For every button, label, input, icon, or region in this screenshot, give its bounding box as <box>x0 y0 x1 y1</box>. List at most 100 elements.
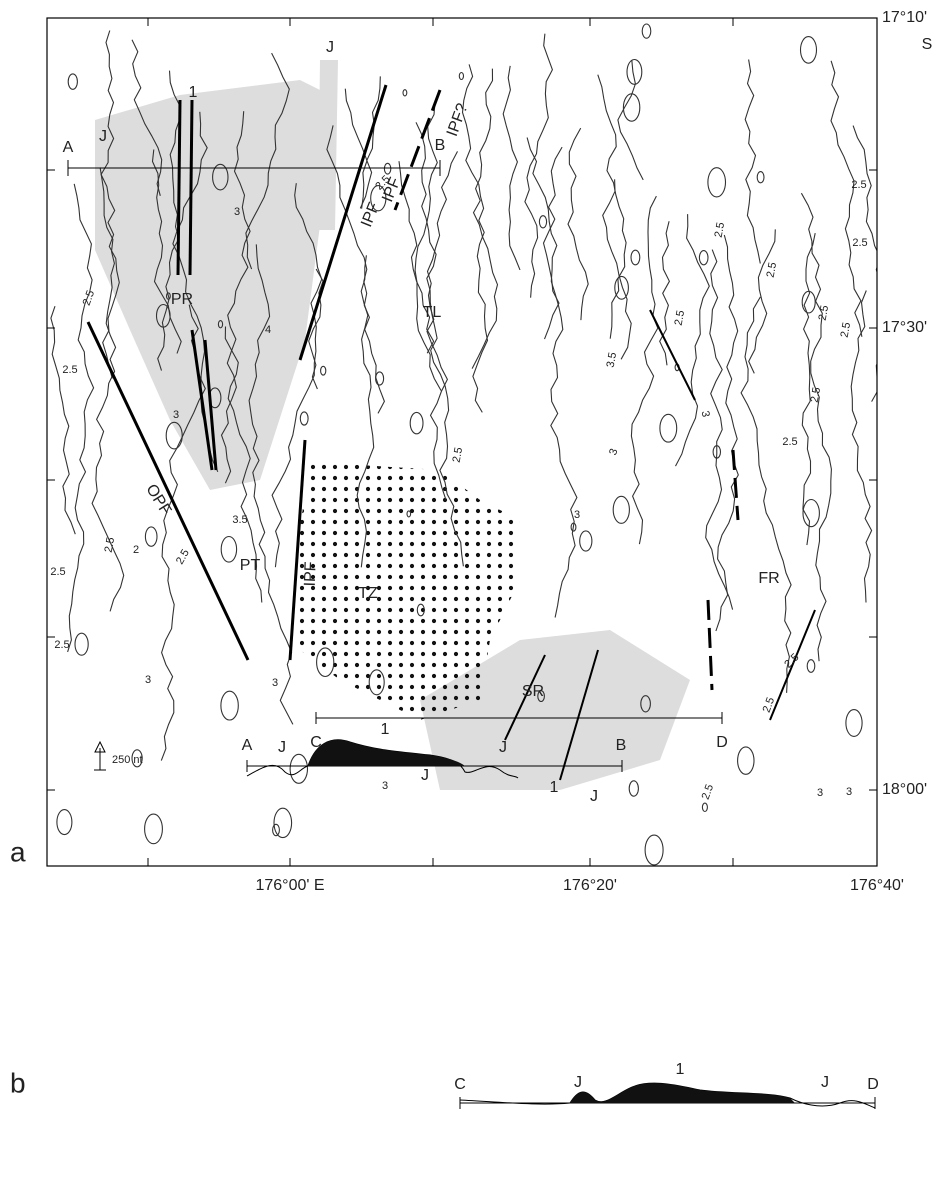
profile-label: J <box>499 739 507 756</box>
contour <box>220 690 239 721</box>
profile-ab <box>94 739 623 779</box>
map-label: PT <box>240 557 261 574</box>
contour <box>160 304 206 761</box>
contour <box>289 753 309 784</box>
contour <box>756 171 765 184</box>
panel-label: b <box>10 1067 26 1098</box>
scale-label: 250 nt <box>112 754 143 766</box>
longitude-label: 176°00' E <box>255 877 324 894</box>
profile-endpoint: C <box>310 734 322 751</box>
contour <box>273 807 293 839</box>
contour <box>172 111 219 473</box>
contour <box>701 802 708 813</box>
contour-label: 2.5 <box>81 289 98 307</box>
contour <box>50 306 76 535</box>
profile-endpoint: D <box>716 734 728 751</box>
contour <box>707 167 727 198</box>
profile-label: J <box>821 1074 829 1091</box>
contour-label: 3 <box>173 409 179 421</box>
contour <box>579 530 593 552</box>
map-label: J <box>326 39 334 56</box>
profile-label: B <box>616 737 627 754</box>
contour <box>622 93 641 122</box>
contour-label: 2.5 <box>782 436 797 448</box>
contour-label: 2.5 <box>765 261 779 278</box>
contour-label: 3.5 <box>232 514 247 526</box>
contour-label: 2.5 <box>713 221 727 238</box>
faults <box>86 84 816 781</box>
frame-ticks <box>47 18 877 866</box>
contour <box>850 290 873 603</box>
labels: a b 17°10' 17°30' 18°00' S 176°00' E 176°20' 176… <box>10 9 932 1098</box>
contour <box>415 122 464 567</box>
contour <box>712 445 722 459</box>
contour <box>641 23 652 39</box>
contour-label: 2.5 <box>50 566 65 578</box>
contour-label: 3 <box>272 677 278 689</box>
contour <box>705 249 734 610</box>
contour <box>640 695 651 713</box>
contour <box>248 244 294 725</box>
contour-label: 2.5 <box>839 321 853 338</box>
contour <box>644 834 664 866</box>
contour-label: 2.5 <box>103 536 117 553</box>
contour <box>165 421 183 450</box>
profile-label: 1 <box>381 721 390 738</box>
contour <box>806 659 816 673</box>
contour <box>320 365 327 376</box>
contour-label: 3 <box>846 786 852 798</box>
contour-label: 4 <box>265 324 271 336</box>
contour <box>830 60 863 337</box>
contour <box>144 813 163 845</box>
contour <box>698 250 709 266</box>
contour <box>220 111 251 484</box>
longitude-label: 176°40' <box>850 877 904 894</box>
contour-label: 2.5 <box>451 446 465 463</box>
contour <box>461 64 489 413</box>
contour <box>359 76 381 209</box>
contour <box>628 780 639 797</box>
contour-label: 3.5 <box>605 351 619 368</box>
map-label: J <box>421 767 429 784</box>
contour <box>852 125 877 402</box>
contour <box>799 36 818 64</box>
latitude-label: 18°00' <box>882 781 927 798</box>
contour <box>356 255 375 568</box>
contour-label: 2.5 <box>174 547 192 566</box>
contour <box>744 59 761 264</box>
map-label: TZ <box>358 585 378 602</box>
contour <box>272 823 280 837</box>
contour <box>151 149 182 354</box>
contour <box>245 52 290 270</box>
contour-label: 3 <box>234 206 240 218</box>
contour <box>402 89 408 97</box>
contour <box>617 59 644 181</box>
map-label: IPF? <box>444 101 472 139</box>
shaded-ridge <box>420 630 690 790</box>
contour <box>144 526 158 547</box>
contour <box>675 214 710 467</box>
contour <box>375 371 385 386</box>
contour-label: 3 <box>574 509 580 521</box>
shaded-ridge <box>95 80 322 490</box>
profile-label: J <box>574 1074 582 1091</box>
contour <box>91 167 125 612</box>
contour <box>67 73 78 90</box>
contour-label: 3 <box>145 674 151 686</box>
contour-label: 2.5 <box>809 386 823 403</box>
profile-endpoint: A <box>63 139 74 156</box>
contour <box>383 162 392 175</box>
map-label: J <box>590 788 598 805</box>
contour <box>165 292 171 300</box>
contour-label: 2.5 <box>851 179 866 191</box>
dotted-zone <box>298 462 520 720</box>
contour <box>740 296 792 693</box>
contour-label: 2 <box>133 544 139 556</box>
contour <box>659 221 671 366</box>
map-label: IPF <box>302 561 320 587</box>
contour <box>406 510 412 518</box>
contour <box>715 234 739 632</box>
contour-label: 2.5 <box>673 309 687 326</box>
contour <box>537 690 545 703</box>
